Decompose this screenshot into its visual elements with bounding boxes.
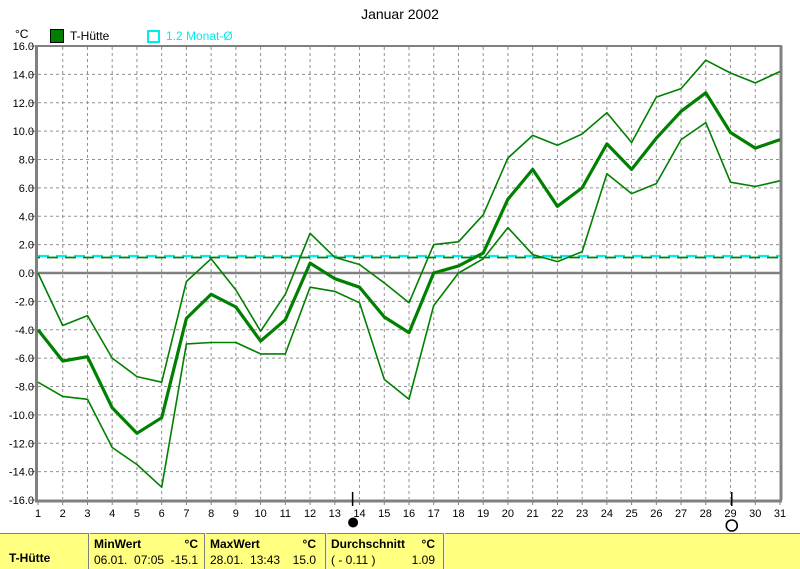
maxwert-unit: °C [302, 537, 316, 551]
x-tick-label: 29 [724, 508, 736, 520]
x-tick-label: 9 [233, 508, 239, 520]
y-tick-label: -10.0 [9, 410, 34, 422]
table-separator [443, 533, 445, 569]
x-tick-label: 15 [378, 508, 390, 520]
maxwert-header: MaxWert [210, 537, 260, 551]
green-square-icon [50, 29, 64, 43]
stats-col-durchschnitt: Durchschnitt °C ( - 0.11 ) 1.09 [331, 537, 435, 567]
x-tick-label: 23 [576, 508, 588, 520]
x-tick-label: 22 [551, 508, 563, 520]
legend-item-monat-avg: 1.2 Monat-Ø [147, 29, 233, 43]
y-tick-label: -4.0 [15, 325, 34, 337]
y-tick-label: -6.0 [15, 353, 34, 365]
minwert-value: -15.1 [170, 553, 198, 567]
y-tick-label: -2.0 [15, 296, 34, 308]
x-tick-label: 14 [353, 508, 365, 520]
x-tick-label: 17 [428, 508, 440, 520]
y-tick-label: 14.0 [13, 69, 34, 81]
x-tick-label: 13 [329, 508, 341, 520]
minwert-unit: °C [184, 537, 198, 551]
x-tick-label: 12 [304, 508, 316, 520]
x-tick-label: 18 [452, 508, 464, 520]
x-tick-label: 7 [183, 508, 189, 520]
y-axis-unit-label: °C [15, 27, 29, 41]
cyan-outline-square-icon [147, 29, 160, 43]
x-tick-label: 24 [601, 508, 613, 520]
stats-row-label: T-Hütte [9, 551, 51, 565]
table-separator [88, 533, 90, 569]
x-tick-label: 10 [254, 508, 266, 520]
x-tick-label: 19 [477, 508, 489, 520]
durchschnitt-deviation: ( - 0.11 ) [331, 553, 376, 567]
x-tick-label: 1 [35, 508, 41, 520]
y-tick-label: 8.0 [19, 155, 34, 167]
x-tick-label: 28 [700, 508, 712, 520]
durchschnitt-value: 1.09 [411, 553, 435, 567]
series-mean-line [36, 91, 781, 435]
y-tick-label: 4.0 [19, 211, 34, 223]
x-tick-label: 31 [774, 508, 786, 520]
chart-title: Januar 2002 [361, 6, 439, 22]
y-tick-label: 16.0 [13, 41, 34, 53]
maxwert-value: 15.0 [292, 553, 316, 567]
legend-label-monat-avg: 1.2 Monat-Ø [166, 29, 233, 43]
y-tick-label: 2.0 [19, 240, 34, 252]
x-tick-label: 11 [280, 508, 291, 520]
x-tick-label: 30 [749, 508, 761, 520]
x-tick-label: 2 [60, 508, 66, 520]
temperature-line-chart: 16.0 14.0 12.0 10.0 8.0 6.0 4.0 2.0 0.0 -2.0 -4.0 -… [9, 41, 786, 532]
y-tick-label: 6.0 [19, 183, 34, 195]
stats-col-maxwert: MaxWert °C 28.01. 13:43 15.0 [210, 537, 316, 567]
y-tick-label: -12.0 [9, 438, 34, 450]
y-tick-label: -8.0 [15, 382, 34, 394]
x-tick-label: 21 [527, 508, 539, 520]
stats-col-minwert: MinWert °C 06.01. 07:05 -15.1 [94, 537, 198, 567]
y-tick-label: 10.0 [13, 126, 34, 138]
x-tick-label: 25 [625, 508, 637, 520]
maxwert-datetime: 28.01. 13:43 [210, 553, 281, 567]
x-tick-label: 4 [109, 508, 115, 520]
y-tick-label: 0.0 [19, 268, 34, 280]
series-max-line [37, 59, 781, 384]
y-tick-label: -16.0 [9, 495, 34, 507]
x-tick-label: 26 [650, 508, 662, 520]
minwert-datetime: 06.01. 07:05 [94, 553, 165, 567]
table-separator [204, 533, 206, 569]
durchschnitt-header: Durchschnitt [331, 537, 406, 551]
legend-label-t-huette: T-Hütte [70, 29, 110, 43]
new-moon-icon [348, 517, 359, 528]
stats-table: T-Hütte MinWert °C 06.01. 07:05 -15.1 Ma… [0, 533, 800, 569]
table-separator [325, 533, 327, 569]
durchschnitt-unit: °C [421, 537, 435, 551]
x-tick-label: 27 [675, 508, 687, 520]
x-tick-label: 16 [403, 508, 415, 520]
x-tick-label: 8 [208, 508, 214, 520]
full-moon-icon [725, 519, 739, 532]
x-tick-label: 3 [84, 508, 90, 520]
x-tick-label: 20 [502, 508, 514, 520]
minwert-header: MinWert [94, 537, 142, 551]
y-tick-label: 12.0 [13, 98, 34, 110]
legend-item-t-huette: T-Hütte [50, 29, 109, 43]
x-tick-label: 6 [159, 508, 165, 520]
series-min-line [37, 121, 781, 489]
x-tick-label: 5 [134, 508, 140, 520]
y-tick-label: -14.0 [9, 467, 34, 479]
